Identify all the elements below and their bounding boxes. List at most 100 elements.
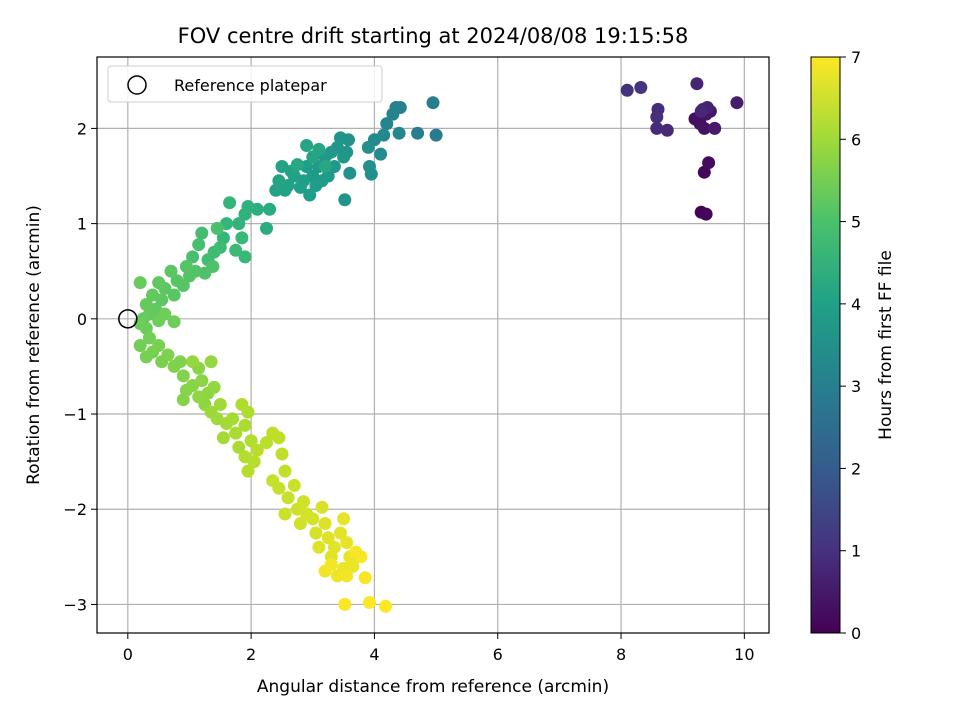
x-tick-label: 6: [493, 645, 503, 664]
data-point: [411, 126, 425, 140]
data-point: [340, 569, 354, 583]
y-axis-ticks: −3 −2 −1 0 1 2: [63, 119, 97, 614]
x-tick-label: 8: [616, 645, 626, 664]
colorbar-label: Hours from first FF file: [876, 250, 896, 440]
data-point: [238, 250, 252, 264]
data-point: [338, 193, 352, 207]
data-point: [309, 179, 323, 192]
x-tick-label: 4: [369, 645, 379, 664]
data-point: [250, 443, 264, 457]
data-point: [334, 526, 347, 540]
data-point: [699, 207, 713, 221]
colorbar-tick-label: 3: [851, 377, 861, 396]
data-point: [232, 217, 246, 231]
data-point: [330, 569, 344, 583]
data-point: [318, 517, 332, 530]
y-tick-label: −2: [63, 500, 87, 519]
data-point: [275, 447, 289, 461]
data-point: [176, 393, 190, 407]
data-point: [232, 440, 246, 454]
data-point: [694, 104, 708, 118]
chart-title: FOV centre drift starting at 2024/08/08 …: [178, 24, 689, 48]
data-point: [309, 526, 323, 540]
data-point: [223, 196, 237, 210]
data-point: [730, 96, 744, 110]
data-point: [179, 260, 193, 273]
data-point: [186, 355, 200, 369]
data-point: [278, 507, 292, 521]
y-tick-label: −1: [63, 405, 87, 424]
y-tick-label: 0: [77, 310, 87, 329]
data-point: [306, 512, 320, 526]
data-point: [272, 431, 286, 445]
data-point: [650, 110, 664, 124]
data-point: [300, 139, 314, 152]
data-point: [229, 243, 243, 257]
x-axis-ticks: 0 2 4 6 8 10: [123, 633, 755, 664]
data-point: [303, 188, 317, 202]
data-point: [146, 288, 159, 302]
colorbar-tick-label: 0: [851, 624, 861, 643]
data-point: [186, 250, 200, 264]
colorbar-frame: [810, 56, 841, 634]
colorbar-tick-label: 6: [851, 130, 861, 149]
data-points: [133, 77, 744, 613]
data-point: [426, 96, 440, 110]
data-point: [364, 167, 378, 181]
data-point: [324, 558, 338, 571]
x-tick-label: 10: [734, 645, 754, 664]
data-point: [133, 276, 147, 290]
data-point: [195, 226, 209, 240]
data-point: [260, 221, 273, 235]
data-point: [281, 491, 295, 505]
data-point: [247, 455, 261, 469]
colorbar-tick-label: 5: [851, 213, 861, 232]
data-point: [380, 117, 394, 131]
colorbar-tick-label: 7: [851, 48, 861, 67]
colorbar-gradient: [811, 57, 840, 633]
data-point: [195, 374, 209, 388]
colorbar-tick-label: 1: [851, 542, 861, 561]
data-point: [260, 436, 273, 450]
data-point: [238, 207, 252, 221]
data-point: [176, 369, 190, 383]
data-point: [173, 355, 187, 369]
data-point: [152, 339, 166, 352]
data-point: [293, 517, 307, 530]
data-point: [164, 264, 178, 278]
data-point: [238, 418, 252, 432]
data-point: [133, 339, 147, 352]
data-point: [340, 536, 354, 550]
x-tick-label: 0: [123, 645, 133, 664]
data-point: [158, 307, 172, 321]
data-point: [241, 464, 255, 478]
data-point: [269, 183, 283, 197]
data-point: [192, 238, 206, 252]
data-point: [297, 495, 310, 509]
data-point: [167, 315, 181, 329]
data-point: [634, 81, 648, 94]
data-point: [229, 426, 243, 440]
y-tick-label: −3: [63, 595, 87, 614]
data-point: [290, 158, 304, 172]
data-point: [152, 276, 166, 290]
data-point: [235, 231, 249, 245]
data-point: [374, 147, 388, 161]
data-point: [386, 107, 400, 121]
data-point: [315, 500, 329, 514]
data-point: [192, 390, 206, 404]
colorbar-tick-label: 4: [851, 295, 861, 314]
colorbar-tick-label: 2: [851, 459, 861, 478]
data-point: [210, 221, 224, 235]
data-point: [429, 128, 443, 142]
data-point: [363, 596, 376, 609]
data-point: [139, 298, 153, 311]
data-point: [216, 431, 230, 445]
data-point: [213, 398, 227, 411]
legend-box: [107, 65, 383, 103]
data-point: [337, 512, 351, 526]
data-point: [708, 121, 722, 135]
data-point: [690, 77, 704, 91]
plot-frame: [96, 56, 770, 634]
